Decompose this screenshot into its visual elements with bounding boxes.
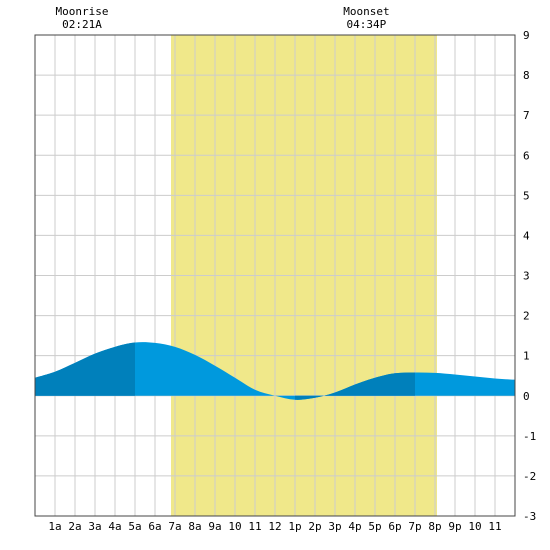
x-tick-label: 2a [68,520,81,533]
y-tick-label: -2 [523,470,536,483]
y-tick-label: 0 [523,390,530,403]
x-tick-label: 5a [128,520,141,533]
tide-area-rising [35,342,135,396]
x-tick-label: 7a [168,520,181,533]
x-tick-label: 11 [488,520,501,533]
y-tick-label: 6 [523,149,530,162]
y-tick-label: 5 [523,189,530,202]
x-tick-label: 8p [428,520,441,533]
x-tick-label: 6a [148,520,161,533]
y-tick-label: 2 [523,310,530,323]
y-tick-label: 3 [523,270,530,283]
moonset-time: 04:34P [347,18,387,31]
x-tick-label: 12 [268,520,281,533]
x-tick-label: 11 [248,520,261,533]
x-tick-label: 4p [348,520,361,533]
y-tick-label: 7 [523,109,530,122]
moonset-label: Moonset [343,5,389,18]
tide-area-rising [295,372,415,400]
y-tick-label: 1 [523,350,530,363]
x-tick-label: 6p [388,520,401,533]
y-tick-label: -1 [523,430,536,443]
x-tick-label: 4a [108,520,121,533]
plot-frame [34,34,516,517]
moonrise-label: Moonrise [56,5,109,18]
y-tick-label: -3 [523,510,536,523]
x-tick-label: 3p [328,520,341,533]
x-tick-label: 7p [408,520,421,533]
x-tick-label: 10 [468,520,481,533]
y-tick-label: 8 [523,69,530,82]
x-tick-label: 8a [188,520,201,533]
x-tick-label: 5p [368,520,381,533]
x-tick-label: 2p [308,520,321,533]
x-tick-label: 3a [88,520,101,533]
moonrise-time: 02:21A [62,18,102,31]
x-tick-label: 1a [48,520,61,533]
x-tick-label: 1p [288,520,301,533]
y-tick-label: 9 [523,29,530,42]
x-tick-label: 9p [448,520,461,533]
x-tick-label: 9a [208,520,221,533]
x-tick-label: 10 [228,520,241,533]
y-tick-label: 4 [523,229,530,242]
